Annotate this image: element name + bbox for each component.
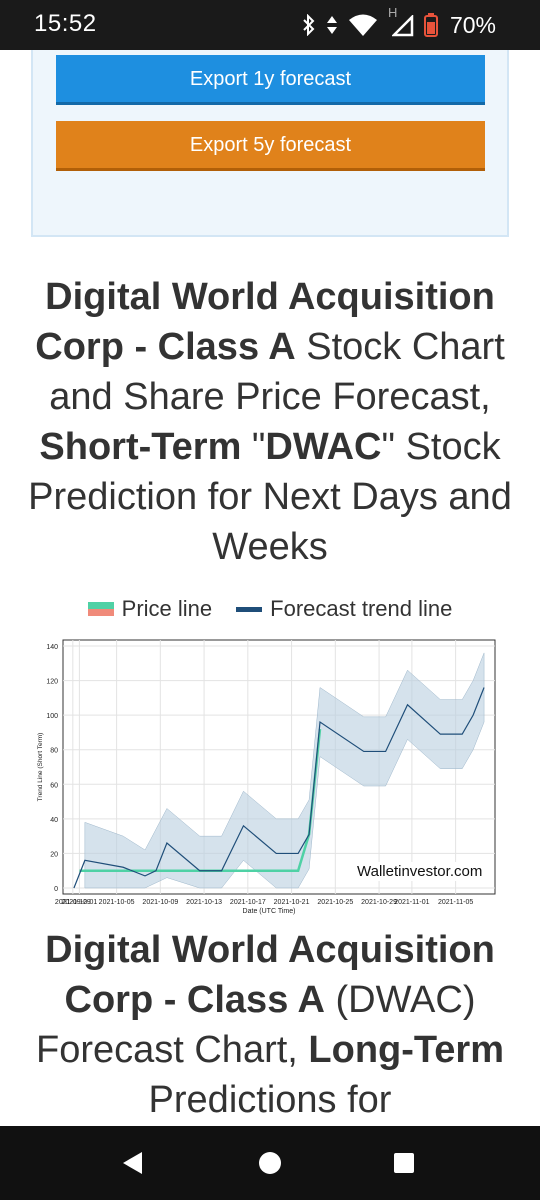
x-tick-label: 2021-10-29 bbox=[361, 899, 397, 906]
heading2-company: Digital World Acquisition Corp - Class A bbox=[45, 929, 495, 1021]
chart-legend: Price line Forecast trend line bbox=[0, 596, 540, 622]
heading1-ticker: DWAC bbox=[265, 426, 382, 468]
forecast-trend-line bbox=[73, 687, 485, 889]
y-tick-label: 80 bbox=[50, 748, 58, 755]
y-tick-label: 20 bbox=[50, 851, 58, 858]
short-term-heading: Digital World Acquisition Corp - Class A… bbox=[18, 272, 522, 572]
x-tick-label: 2021-10-09 bbox=[142, 899, 178, 906]
export-5y-button[interactable]: Export 5y forecast bbox=[56, 121, 485, 171]
y-tick-label: 0 bbox=[54, 886, 58, 893]
battery-icon bbox=[423, 13, 438, 37]
x-tick-label: 2021-10-13 bbox=[186, 899, 222, 906]
y-tick-label: 140 bbox=[46, 644, 58, 651]
x-tick-label: 2021-10-17 bbox=[230, 899, 266, 906]
price-swatch-icon bbox=[87, 602, 114, 616]
legend-price: Price line bbox=[87, 596, 213, 622]
long-term-heading: Digital World Acquisition Corp - Class A… bbox=[18, 925, 522, 1125]
clock: 15:52 bbox=[34, 10, 97, 37]
price-line bbox=[79, 728, 322, 872]
back-icon bbox=[123, 1152, 142, 1174]
y-tick-label: 120 bbox=[46, 679, 58, 686]
legend-forecast: Forecast trend line bbox=[236, 596, 452, 622]
heading1-short-term: Short-Term bbox=[39, 426, 242, 468]
y-tick-label: 40 bbox=[50, 817, 58, 824]
heading1-company: Digital World Acquisition Corp - Class A bbox=[35, 276, 495, 368]
walletinvestor-watermark: Walletinvestor.com bbox=[355, 862, 485, 881]
wifi-icon bbox=[348, 14, 377, 36]
x-tick-label: 2021-10-05 bbox=[99, 899, 135, 906]
heading2-text-b: Predictions for bbox=[148, 1079, 392, 1121]
page-content[interactable]: Export 1y forecast Export 5y forecast Di… bbox=[0, 50, 540, 1126]
heading1-text-a: Stock Chart and Share Price Forecast, bbox=[49, 326, 505, 418]
heading2-long-term: Long-Term bbox=[308, 1029, 505, 1071]
x-tick-label: 2021-10-01 bbox=[61, 899, 97, 906]
status-bar: 15:52 H 70% bbox=[0, 0, 540, 50]
recents-icon bbox=[394, 1153, 414, 1173]
confidence-band bbox=[84, 652, 485, 889]
x-tick-label: 2021-09-29 bbox=[55, 899, 91, 906]
x-tick-label: 2021-11-01 bbox=[394, 899, 429, 906]
export-1y-button[interactable]: Export 1y forecast bbox=[56, 55, 485, 105]
signal-icon bbox=[391, 15, 414, 37]
network-type-label: H bbox=[387, 5, 398, 20]
home-icon bbox=[259, 1152, 281, 1174]
home-button[interactable] bbox=[230, 1126, 310, 1200]
heading1-text-b: " Stock Prediction for Next Days and Wee… bbox=[28, 426, 512, 568]
battery-percent: 70% bbox=[449, 11, 496, 38]
back-button[interactable] bbox=[93, 1126, 173, 1200]
status-icons: H 70% bbox=[302, 5, 496, 41]
recents-button[interactable] bbox=[364, 1126, 444, 1200]
legend-price-label: Price line bbox=[121, 596, 213, 621]
x-tick-label: 2021-11-05 bbox=[438, 899, 473, 906]
y-tick-label: 100 bbox=[46, 713, 58, 720]
x-axis-label: Date (UTC Time) bbox=[243, 908, 296, 915]
bluetooth-icon bbox=[303, 14, 315, 36]
y-axis-label: Trend Line (Short Term) bbox=[37, 733, 44, 802]
x-tick-label: 2021-10-25 bbox=[317, 899, 353, 906]
data-arrows-icon bbox=[326, 16, 337, 34]
heading1-quote-open: " bbox=[241, 426, 266, 468]
y-tick-label: 60 bbox=[50, 782, 58, 789]
x-tick-label: 2021-10-21 bbox=[274, 899, 310, 906]
legend-forecast-label: Forecast trend line bbox=[270, 596, 453, 621]
heading2-text-a: (DWAC) Forecast Chart, bbox=[35, 979, 476, 1071]
navigation-bar bbox=[0, 1126, 540, 1200]
forecast-swatch-icon bbox=[236, 606, 263, 612]
